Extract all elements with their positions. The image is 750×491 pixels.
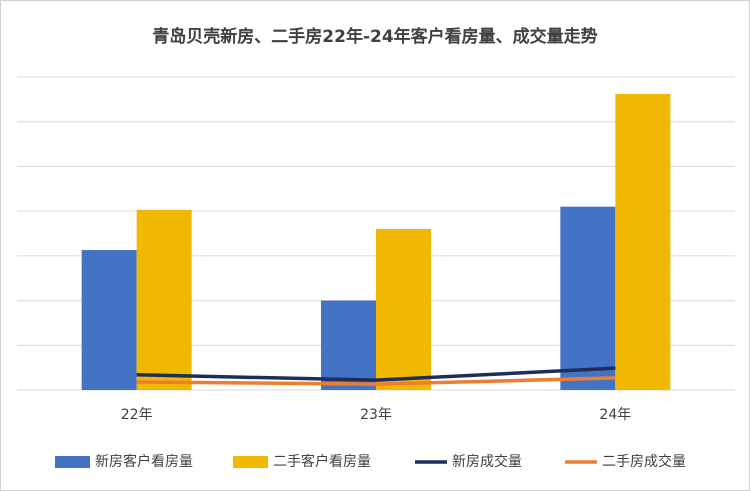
bar [136,209,192,390]
legend-label: 新房客户看房量 [95,453,193,470]
x-tick-label: 22年 [121,407,153,423]
legend-swatch [233,456,268,468]
x-tick-label: 24年 [599,407,631,423]
line [136,366,616,382]
bar [321,300,376,390]
legend-label: 二手客户看房量 [273,453,371,470]
legend-swatch [55,456,90,468]
legend-label: 新房成交量 [452,453,522,470]
bar [560,206,616,390]
bar [81,250,137,390]
bar [615,93,671,391]
bar [376,229,431,390]
line [136,376,616,386]
legend-label: 二手房成交量 [602,453,686,470]
x-tick-label: 23年 [360,407,392,423]
chart-title: 青岛贝壳新房、二手房22年-24年客户看房量、成交量走势 [152,26,597,47]
